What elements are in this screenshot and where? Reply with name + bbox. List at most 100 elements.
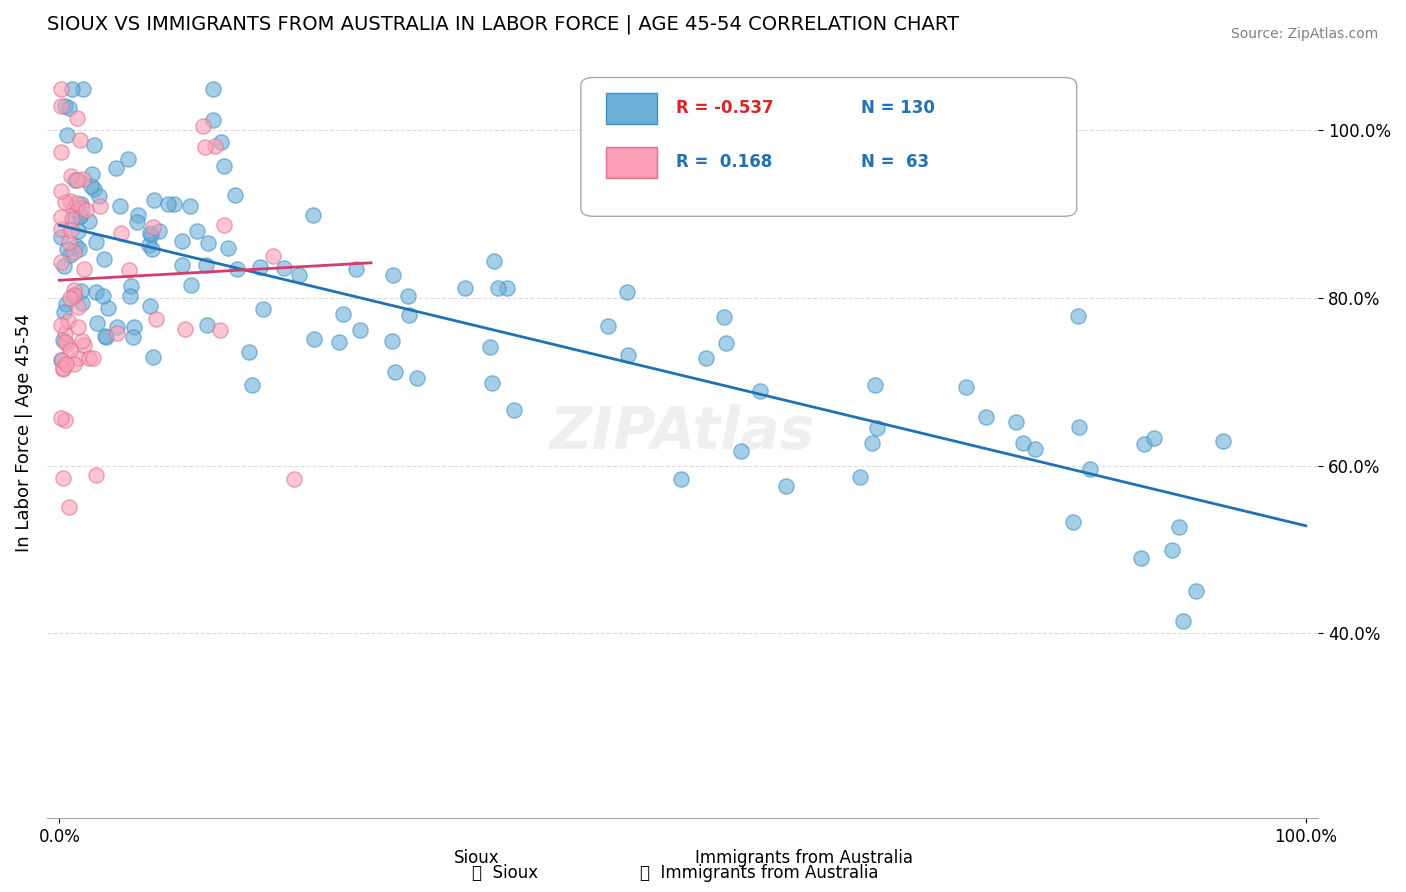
Point <box>52 305 75 319</box>
Text: N = 130: N = 130 <box>860 99 935 118</box>
Point <box>486 281 509 295</box>
Point <box>77 213 100 227</box>
Point <box>104 161 127 175</box>
Point <box>749 384 772 398</box>
Point <box>110 227 132 241</box>
Point <box>349 323 371 337</box>
Point <box>616 285 638 299</box>
Point <box>65 239 87 253</box>
Point <box>249 260 271 274</box>
Point <box>195 258 218 272</box>
Point <box>1129 550 1152 565</box>
Point <box>301 207 323 221</box>
Point <box>170 235 193 249</box>
Point <box>49 254 72 268</box>
Text: ⬜  Sioux: ⬜ Sioux <box>471 864 537 882</box>
Point <box>217 241 239 255</box>
Point <box>495 281 517 295</box>
Point <box>163 196 186 211</box>
Point <box>63 172 86 186</box>
Point <box>49 98 72 112</box>
Point <box>53 413 76 427</box>
Point <box>86 316 108 330</box>
Point <box>55 357 77 371</box>
Point <box>1171 614 1194 628</box>
Point <box>63 245 86 260</box>
Point <box>49 222 72 236</box>
Point <box>58 500 80 515</box>
Point <box>94 328 117 343</box>
Point <box>69 209 91 223</box>
Point <box>53 195 76 210</box>
Point <box>148 223 170 237</box>
Point <box>84 285 107 299</box>
Point <box>262 249 284 263</box>
Point <box>1167 520 1189 534</box>
Point <box>77 351 100 365</box>
Point <box>955 380 977 394</box>
Point <box>617 348 640 362</box>
Point <box>63 288 86 302</box>
Point <box>398 308 420 322</box>
Point <box>62 201 84 215</box>
Point <box>52 362 75 376</box>
Point <box>865 378 887 392</box>
Point <box>328 335 350 350</box>
Point <box>59 291 82 305</box>
Point <box>848 470 870 484</box>
Point <box>1132 437 1154 451</box>
Point <box>118 263 141 277</box>
Point <box>252 301 274 316</box>
Point <box>454 281 477 295</box>
Point <box>49 145 72 159</box>
Point <box>117 153 139 167</box>
Point <box>89 199 111 213</box>
Point <box>58 235 80 249</box>
Point <box>122 319 145 334</box>
Point <box>775 478 797 492</box>
Point <box>55 334 77 349</box>
Point <box>84 235 107 249</box>
Text: Sioux: Sioux <box>454 849 499 867</box>
Point <box>56 128 79 143</box>
Point <box>142 219 165 234</box>
Point <box>186 224 208 238</box>
Point <box>180 277 202 292</box>
Text: ZIPAtlas: ZIPAtlas <box>550 404 815 461</box>
Point <box>381 268 404 282</box>
Point <box>66 112 89 126</box>
Point <box>396 289 419 303</box>
Point <box>287 268 309 282</box>
Point <box>65 201 87 215</box>
Point <box>344 262 367 277</box>
Point <box>1161 542 1184 557</box>
Point <box>1024 442 1046 456</box>
Point <box>209 135 232 149</box>
Point <box>194 139 217 153</box>
Point <box>238 345 260 359</box>
Point <box>1212 434 1234 448</box>
Point <box>142 350 165 364</box>
Point <box>67 320 90 334</box>
Point <box>127 208 149 222</box>
Point <box>70 284 93 298</box>
Point <box>105 326 128 341</box>
Point <box>97 301 120 315</box>
Point <box>197 235 219 250</box>
Point <box>1067 420 1090 434</box>
Point <box>405 371 427 385</box>
Point <box>860 436 883 450</box>
Point <box>60 81 83 95</box>
Point <box>72 337 94 351</box>
Point <box>1067 309 1090 323</box>
Point <box>127 215 149 229</box>
Point <box>66 195 89 210</box>
Point <box>51 352 73 367</box>
Point <box>66 351 89 366</box>
Point <box>55 337 77 351</box>
Point <box>83 138 105 153</box>
Point <box>62 283 84 297</box>
Point <box>141 242 163 256</box>
Point <box>53 259 76 273</box>
Point <box>63 357 86 371</box>
